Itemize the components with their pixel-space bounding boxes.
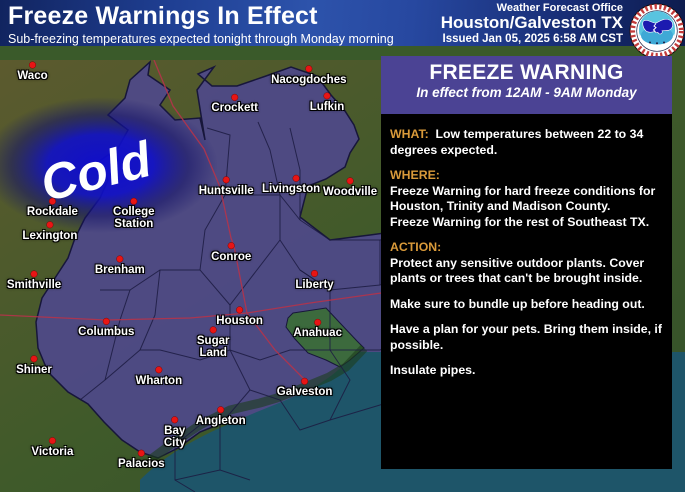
svg-text:Cold: Cold xyxy=(35,131,158,213)
